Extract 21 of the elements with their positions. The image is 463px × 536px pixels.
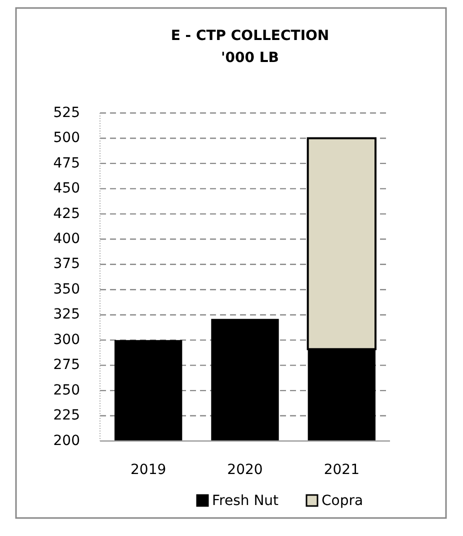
legend-label: Copra	[322, 492, 364, 509]
y-tick-label: 275	[53, 357, 80, 374]
chart-title: E - CTP COLLECTION	[170, 28, 330, 44]
y-tick-label: 400	[53, 230, 80, 247]
y-tick-label: 200	[53, 432, 80, 449]
chart-subtitle: '000 LB	[221, 50, 279, 66]
y-tick-label: 300	[53, 332, 80, 348]
y-tick-label: 375	[53, 256, 80, 272]
y-tick-label: 225	[53, 408, 80, 424]
y-tick-label: 325	[53, 306, 80, 323]
y-tick-label: 500	[53, 130, 80, 146]
x-tick-label: 2021	[324, 462, 360, 478]
legend-label: Fresh Nut	[212, 492, 280, 509]
x-tick-label: 2020	[227, 462, 263, 478]
x-tick-label: 2019	[130, 462, 166, 478]
y-tick-label: 475	[53, 155, 80, 172]
y-tick-label: 350	[53, 281, 80, 298]
y-tick-label: 450	[53, 180, 80, 197]
y-tick-label: 425	[53, 206, 80, 222]
y-tick-label: 250	[53, 382, 80, 398]
y-tick-label: 525	[53, 104, 80, 121]
